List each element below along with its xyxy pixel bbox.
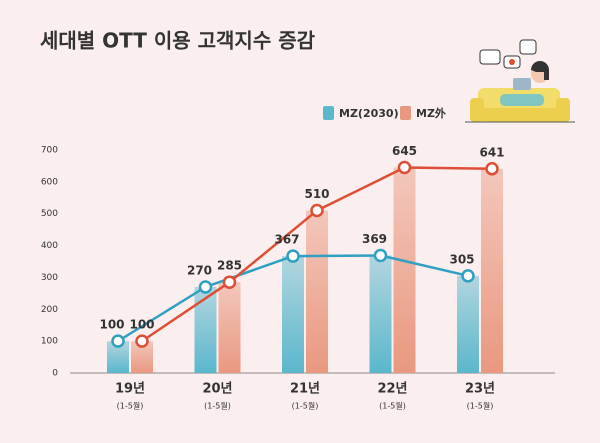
bar xyxy=(457,275,479,373)
x-tick-note: (1-5월) xyxy=(292,401,319,411)
y-tick-label: 700 xyxy=(41,146,58,156)
bar xyxy=(282,256,304,373)
value-label: 510 xyxy=(304,187,329,201)
x-tick-label: 21년 xyxy=(290,382,320,397)
y-tick-label: 100 xyxy=(41,337,58,347)
point xyxy=(135,334,149,348)
value-label: 369 xyxy=(362,232,387,246)
legend-swatch xyxy=(400,106,411,120)
value-label: 645 xyxy=(392,144,417,158)
y-tick-label: 300 xyxy=(41,273,58,283)
x-tick-label: 20년 xyxy=(202,382,232,397)
y-tick-label: 200 xyxy=(41,305,58,315)
value-label: 367 xyxy=(274,233,299,247)
legend-label: MZ(2030) xyxy=(339,107,399,120)
x-tick-label: 19년 xyxy=(115,382,145,397)
point xyxy=(461,269,475,283)
point xyxy=(111,334,125,348)
point xyxy=(485,162,499,176)
bar xyxy=(107,341,129,373)
point xyxy=(222,275,237,289)
illustration xyxy=(465,39,575,123)
point xyxy=(397,160,412,175)
value-label: 641 xyxy=(479,145,504,159)
value-label: 270 xyxy=(187,263,212,277)
y-tick-label: 500 xyxy=(41,209,58,219)
legend-label: MZ外 xyxy=(416,106,446,120)
bar xyxy=(369,255,392,373)
value-label: 305 xyxy=(449,252,474,266)
point xyxy=(198,280,213,294)
value-label: 100 xyxy=(99,318,124,332)
x-tick-note: (1-5월) xyxy=(117,401,144,411)
point xyxy=(286,249,300,263)
x-tick-note: (1-5월) xyxy=(379,401,406,411)
bar xyxy=(194,286,217,373)
value-label: 285 xyxy=(217,259,242,273)
bar xyxy=(218,282,241,373)
bar xyxy=(306,210,328,373)
value-label: 100 xyxy=(129,318,154,332)
y-tick-label: 0 xyxy=(52,369,58,379)
y-tick-label: 600 xyxy=(41,177,58,187)
legend: MZ(2030) MZ外 xyxy=(323,106,446,120)
legend-swatch xyxy=(323,106,334,120)
point xyxy=(373,248,388,263)
x-tick-note: (1-5월) xyxy=(467,401,494,411)
chart-title: 세대별 OTT 이용 고객지수 증감 xyxy=(40,29,316,53)
y-tick-label: 400 xyxy=(41,241,58,251)
x-tick-label: 22년 xyxy=(377,382,407,397)
x-tick-label: 23년 xyxy=(465,382,495,397)
point xyxy=(310,203,324,218)
bar xyxy=(131,341,153,373)
x-tick-note: (1-5월) xyxy=(204,401,231,411)
bar xyxy=(393,167,416,373)
bar xyxy=(481,168,503,373)
